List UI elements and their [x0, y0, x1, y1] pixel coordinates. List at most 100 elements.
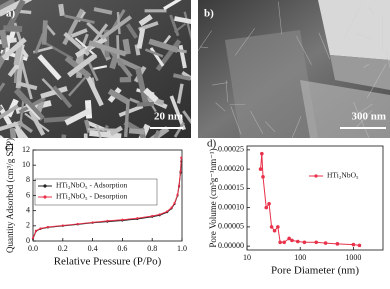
texture [366, 63, 387, 99]
texture [358, 103, 373, 114]
point [170, 206, 173, 209]
legend-label: HTi₂NbO₅ - Desorption [56, 192, 127, 201]
x-tick-label: 0.4 [88, 244, 98, 253]
point [76, 222, 79, 226]
texture [0, 104, 19, 128]
point [264, 205, 269, 210]
point [136, 217, 139, 220]
y-tick-label: 8 [26, 175, 30, 184]
texture [0, 0, 16, 16]
point [276, 225, 280, 229]
texture [296, 36, 312, 65]
texture [74, 37, 97, 58]
texture [182, 110, 191, 138]
y-tick-label: 0.00020 [218, 164, 244, 173]
x-tick-label: 1.0 [177, 244, 187, 253]
texture [107, 88, 131, 105]
point [261, 175, 265, 179]
y-tick-label: 0.00005 [218, 222, 244, 231]
point [34, 229, 38, 232]
texture [83, 133, 88, 138]
texture [119, 76, 132, 83]
point [179, 170, 182, 173]
sem-image-a [0, 0, 191, 138]
texture [137, 101, 155, 107]
texture [144, 9, 167, 13]
point [258, 167, 263, 171]
legend-marker [314, 174, 318, 178]
texture [68, 72, 91, 97]
y-axis-title: Quantity Adsorbed (cm³/g STP) [5, 138, 15, 253]
texture [84, 23, 109, 54]
point [31, 236, 35, 240]
texture [148, 38, 179, 53]
texture [70, 28, 88, 38]
point [267, 201, 271, 206]
y-tick-label: 0.00025 [218, 145, 244, 154]
legend-box [34, 178, 158, 206]
texture [225, 80, 228, 103]
point [314, 240, 319, 245]
x-axis-title: Relative Pressure (P/Po) [54, 256, 162, 268]
legend-marker [43, 184, 47, 188]
y-tick-label: 0.00000 [218, 241, 244, 250]
texture [318, 32, 331, 60]
texture [58, 3, 65, 17]
texture [138, 14, 153, 27]
x-tick-label: 0.0 [28, 244, 38, 253]
texture [0, 120, 23, 133]
texture [40, 86, 68, 99]
texture [230, 106, 242, 135]
panel-label: c) [5, 142, 14, 154]
texture [291, 116, 302, 138]
texture [67, 53, 98, 78]
texture [0, 0, 32, 17]
texture [17, 120, 33, 134]
texture [86, 21, 107, 41]
texture [135, 67, 150, 107]
texture [278, 1, 282, 35]
texture [20, 61, 33, 100]
texture [355, 33, 374, 40]
texture [385, 50, 390, 69]
texture [163, 0, 182, 11]
point [269, 225, 274, 229]
texture [64, 108, 92, 126]
texture [107, 46, 133, 78]
point [278, 240, 282, 245]
texture [96, 124, 109, 138]
texture [264, 121, 276, 133]
texture [13, 41, 23, 66]
texture [12, 121, 33, 138]
texture [87, 128, 118, 131]
texture [1, 37, 27, 61]
y-tick-label: 0.00015 [218, 183, 244, 192]
point [295, 239, 300, 244]
point [290, 238, 294, 243]
texture [363, 63, 369, 68]
legend-label: HTi₂NbO₅ - Adsorption [56, 181, 127, 190]
texture [0, 29, 9, 49]
point [39, 227, 42, 230]
point [351, 242, 356, 247]
texture [118, 104, 144, 118]
texture [41, 20, 48, 45]
texture [176, 83, 184, 104]
texture [198, 30, 212, 52]
texture [52, 85, 73, 109]
texture [200, 46, 209, 49]
texture [0, 82, 6, 96]
texture [125, 23, 139, 39]
point [46, 225, 50, 229]
texture [342, 4, 362, 42]
texture [7, 65, 18, 77]
texture [128, 128, 145, 135]
texture [64, 14, 95, 24]
point [287, 236, 291, 241]
texture [87, 60, 99, 82]
texture [42, 40, 74, 60]
sem-image-b [198, 0, 390, 138]
texture [122, 38, 131, 55]
x-tick-label: 0.2 [58, 244, 68, 253]
